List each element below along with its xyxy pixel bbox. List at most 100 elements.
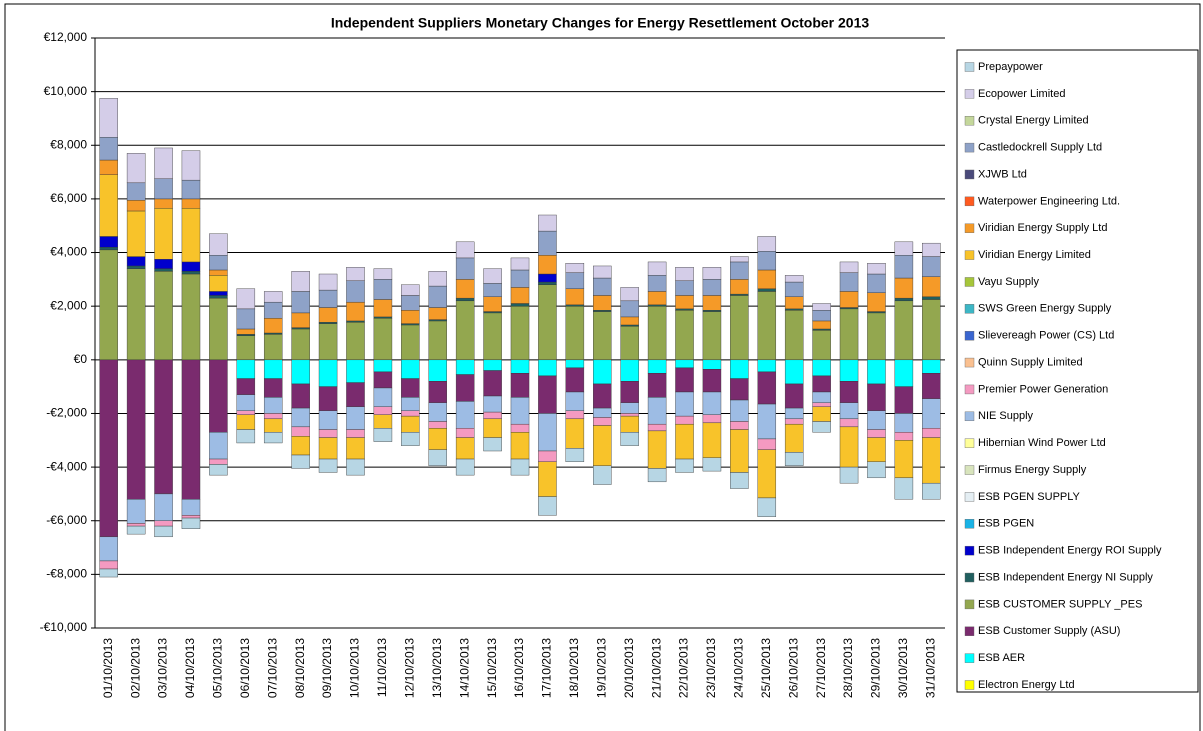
bar-segment xyxy=(154,208,173,260)
bar-segment xyxy=(510,257,530,271)
bar-segment xyxy=(593,310,612,312)
bar-segment xyxy=(757,291,777,361)
x-tick-label: 07/10/2013 xyxy=(265,638,279,698)
bar-segment xyxy=(730,472,749,489)
bar-segment xyxy=(346,359,365,383)
bar-segment xyxy=(839,402,859,420)
bar-segment xyxy=(483,296,502,312)
bar-segment xyxy=(318,289,338,308)
bar-segment xyxy=(154,271,173,361)
bar-segment xyxy=(839,381,859,403)
bar-segment xyxy=(647,359,667,374)
bar-segment xyxy=(702,295,722,311)
x-tick-label: 22/10/2013 xyxy=(677,638,691,698)
bar-segment xyxy=(154,198,173,209)
x-tick-label: 11/10/2013 xyxy=(375,638,389,697)
x-tick-label: 25/10/2013 xyxy=(759,638,773,698)
bar-segment xyxy=(455,241,475,259)
x-tick-label: 12/10/2013 xyxy=(402,638,416,698)
bar-segment xyxy=(99,236,118,248)
bar-segment xyxy=(839,359,859,382)
bar-segment xyxy=(702,267,722,280)
bar-segment xyxy=(455,458,475,476)
legend-label: Castledockrell Supply Ltd xyxy=(978,142,1102,154)
bar-segment xyxy=(867,383,886,411)
bar-segment xyxy=(483,283,502,297)
bar-segment xyxy=(483,312,502,361)
bar-segment xyxy=(181,517,201,529)
bar-segment xyxy=(346,429,365,438)
bar-segment xyxy=(922,359,941,374)
bar-segment xyxy=(730,261,749,280)
bar-segment xyxy=(291,291,310,314)
bar-segment xyxy=(455,374,475,402)
bar-segment xyxy=(565,272,585,289)
bar-segment xyxy=(318,410,338,430)
bar-segment xyxy=(401,310,420,324)
bar-segment xyxy=(236,328,256,335)
bar-segment xyxy=(812,421,831,433)
bar-segment xyxy=(702,414,722,424)
bar-segment xyxy=(346,406,365,430)
bar-segment xyxy=(894,241,914,256)
y-tick-label: -€8,000 xyxy=(46,567,87,581)
bar-segment xyxy=(126,210,146,257)
bar-segment xyxy=(867,263,886,275)
bar-segment xyxy=(455,300,475,361)
bar-segment xyxy=(209,295,228,299)
bar-segment xyxy=(291,436,310,456)
bar-segment xyxy=(126,268,146,361)
bar-segment xyxy=(565,305,585,361)
x-tick-label: 13/10/2013 xyxy=(430,638,444,698)
legend-label: Electron Energy Ltd xyxy=(978,679,1075,691)
legend-label: ESB Independent Energy NI Supply xyxy=(978,571,1153,583)
bar-segment xyxy=(757,359,777,373)
bar-segment xyxy=(154,178,173,200)
x-tick-label: 16/10/2013 xyxy=(512,638,526,698)
bar-segment xyxy=(401,397,420,411)
bar-segment xyxy=(922,296,941,300)
bar-segment xyxy=(510,423,530,433)
bar-segment xyxy=(455,297,475,302)
bar-segment xyxy=(702,369,722,393)
bar-segment xyxy=(483,411,502,420)
bar-segment xyxy=(209,275,228,292)
bar-segment xyxy=(455,359,475,375)
bar-segment xyxy=(757,497,777,517)
bar-segment xyxy=(867,429,886,438)
legend-label: Prepaypower xyxy=(978,61,1043,73)
bar-segment xyxy=(894,413,914,433)
bar-segment xyxy=(154,525,173,538)
bar-segment xyxy=(675,415,694,425)
bar-segment xyxy=(428,381,447,403)
bar-segment xyxy=(839,466,859,484)
bar-segment xyxy=(455,257,475,280)
bar-segment xyxy=(181,208,201,263)
bar-segment xyxy=(894,440,914,479)
x-tick-label: 02/10/2013 xyxy=(128,638,142,698)
bar-segment xyxy=(757,288,777,292)
bar-segment xyxy=(291,328,310,361)
y-tick-label: -€4,000 xyxy=(46,459,87,473)
bar-segment xyxy=(263,418,283,433)
bar-segment xyxy=(593,277,612,296)
bar-segment xyxy=(647,397,667,425)
bar-segment xyxy=(922,256,941,277)
bar-segment xyxy=(510,458,530,476)
bar-segment xyxy=(318,429,338,438)
bar-segment xyxy=(702,359,722,370)
bar-segment xyxy=(894,300,914,361)
bar-segment xyxy=(401,295,420,311)
bar-segment xyxy=(291,312,310,328)
bar-segment xyxy=(647,373,667,398)
bar-segment xyxy=(346,320,365,323)
bar-segment xyxy=(593,383,612,409)
legend-label: ESB AER xyxy=(978,652,1025,664)
bar-segment xyxy=(538,375,557,414)
legend-swatch xyxy=(964,492,975,502)
bar-segment xyxy=(565,410,585,420)
legend-swatch xyxy=(964,411,975,422)
legend-label: Slievereagh Power (CS) Ltd xyxy=(978,330,1114,342)
y-tick-label: €12,000 xyxy=(44,30,88,44)
bar-segment xyxy=(346,458,365,476)
